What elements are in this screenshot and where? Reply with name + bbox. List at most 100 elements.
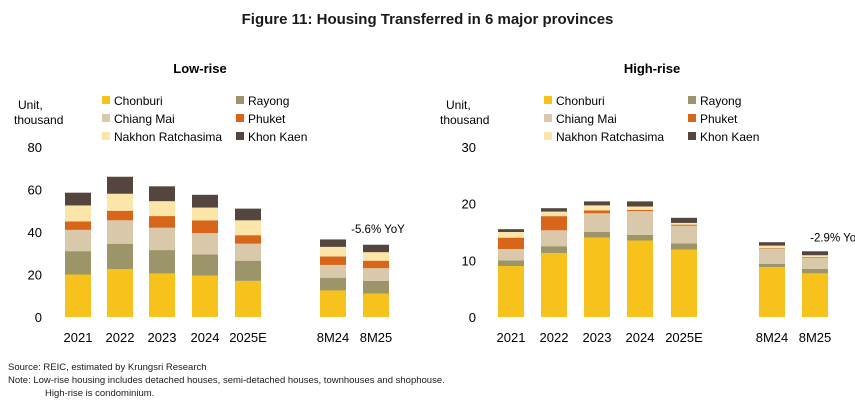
high-rise-legend-swatch-phuket [688, 114, 696, 122]
high-rise-bar-2022-nakhon-ratchasima [541, 211, 567, 217]
high-rise-yoy-annotation: -2.9% YoY [810, 232, 855, 244]
high-rise-bar-2025e-chiang-mai [671, 225, 697, 244]
low-rise-bar-2022-phuket [107, 210, 133, 221]
high-rise-bar-2025e-nakhon-ratchasima [671, 222, 697, 225]
low-rise-bar-8m25-rayong [363, 280, 389, 294]
high-rise-bar-2023-chonburi [584, 237, 610, 317]
low-rise-bar-2024-chonburi [192, 275, 218, 317]
low-rise-bar-2025e-rayong [235, 260, 261, 281]
low-rise-bar-2022-khon-kaen [107, 176, 133, 194]
high-rise-y-tick-10: 10 [462, 253, 476, 268]
low-rise-x-tick-8m25: 8M25 [360, 330, 393, 345]
low-rise-bar-2021-khon-kaen [65, 192, 91, 206]
low-rise-bar-2023-chiang-mai [149, 227, 175, 251]
high-rise-bar-8m25-khon-kaen [802, 251, 828, 256]
high-rise-bar-8m24-nakhon-ratchasima [759, 245, 785, 248]
low-rise-yoy-annotation: -5.6% YoY [351, 224, 405, 236]
high-rise-legend-swatch-nakhon-ratchasima [544, 132, 552, 140]
low-rise-bar-8m24-nakhon-ratchasima [320, 246, 346, 257]
low-rise-y-axis-label: Unit, thousand [14, 98, 63, 127]
low-rise-legend-swatch-phuket [236, 114, 244, 122]
high-rise-x-tick-2024: 2024 [626, 330, 655, 345]
high-rise-legend-swatch-chiang-mai [544, 114, 552, 122]
low-rise-x-tick-2023: 2023 [148, 330, 177, 345]
high-rise-bar-2023-rayong [584, 232, 610, 238]
low-rise-bar-2021-chiang-mai [65, 229, 91, 252]
high-rise-y-tick-0: 0 [469, 310, 476, 325]
note-line-2: High-rise is condominium. [45, 388, 155, 399]
high-rise-bar-2023-chiang-mai [584, 213, 610, 232]
high-rise-bar-2024-chiang-mai [627, 211, 653, 235]
low-rise-bar-2022-nakhon-ratchasima [107, 193, 133, 211]
high-rise-bar-2024-khon-kaen [627, 201, 653, 207]
figure-title: Figure 11: Housing Transferred in 6 majo… [241, 11, 614, 28]
low-rise-bar-2025e-nakhon-ratchasima [235, 220, 261, 236]
low-rise-legend-swatch-chiang-mai [102, 114, 110, 122]
high-rise-bar-8m24-khon-kaen [759, 242, 785, 246]
high-rise-bar-2023-nakhon-ratchasima [584, 205, 610, 211]
high-rise-x-tick-2023: 2023 [583, 330, 612, 345]
high-rise-bar-2021-phuket [498, 237, 524, 249]
high-rise-legend-swatch-chonburi [544, 96, 552, 104]
low-rise-x-tick-2025e: 2025E [229, 330, 267, 345]
low-rise-bar-2023-rayong [149, 250, 175, 274]
high-rise-bar-8m24-phuket [759, 247, 785, 249]
low-rise-x-tick-8m24: 8M24 [317, 330, 350, 345]
low-rise-legend-chiang-mai: Chiang Mai [114, 112, 175, 126]
high-rise-y-tick-20: 20 [462, 197, 476, 212]
high-rise-legend-khon-kaen: Khon Kaen [700, 130, 759, 144]
low-rise-bar-8m24-phuket [320, 256, 346, 265]
low-rise-legend-swatch-nakhon-ratchasima [102, 132, 110, 140]
high-rise-y-tick-30: 30 [462, 140, 476, 155]
high-rise-bar-8m25-rayong [802, 268, 828, 274]
high-rise-bar-2023-khon-kaen [584, 201, 610, 206]
high-rise-bar-8m25-chonburi [802, 273, 828, 317]
low-rise-y-tick-20: 20 [28, 268, 42, 283]
high-rise-bar-2023-phuket [584, 210, 610, 214]
low-rise-legend-swatch-khon-kaen [236, 132, 244, 140]
high-rise-bar-2022-rayong [541, 246, 567, 253]
low-rise-legend-rayong: Rayong [248, 94, 289, 108]
low-rise-bar-2025e-khon-kaen [235, 208, 261, 221]
high-rise-bar-2021-nakhon-ratchasima [498, 232, 524, 238]
high-rise-bar-2022-phuket [541, 216, 567, 231]
low-rise-bar-2023-khon-kaen [149, 186, 175, 202]
low-rise-bar-8m24-khon-kaen [320, 239, 346, 247]
high-rise-bar-2021-chiang-mai [498, 249, 524, 261]
high-rise-bar-2024-chonburi [627, 240, 653, 317]
low-rise-y-tick-60: 60 [28, 183, 42, 198]
high-rise-bar-2025e-khon-kaen [671, 217, 697, 223]
high-rise-bar-2024-rayong [627, 234, 653, 241]
low-rise-x-tick-2024: 2024 [191, 330, 220, 345]
low-rise-bar-8m25-khon-kaen [363, 244, 389, 253]
low-rise-bar-2022-chonburi [107, 269, 133, 317]
high-rise-bar-8m25-nakhon-ratchasima [802, 255, 828, 257]
low-rise-bar-8m25-chiang-mai [363, 268, 389, 281]
low-rise-bar-8m24-chiang-mai [320, 264, 346, 278]
low-rise-bar-2021-nakhon-ratchasima [65, 205, 91, 222]
low-rise-bar-2024-phuket [192, 220, 218, 234]
low-rise-bar-2024-chiang-mai [192, 233, 218, 255]
low-rise-bar-2024-rayong [192, 254, 218, 276]
low-rise-bar-2025e-phuket [235, 235, 261, 244]
high-rise-x-tick-2021: 2021 [497, 330, 526, 345]
low-rise-y-tick-0: 0 [35, 310, 42, 325]
low-rise-x-tick-2022: 2022 [106, 330, 135, 345]
high-rise-bar-2021-rayong [498, 260, 524, 266]
low-rise-legend-khon-kaen: Khon Kaen [248, 130, 307, 144]
low-rise-legend-swatch-rayong [236, 96, 244, 104]
figure-notes: Source: REIC, estimated by Krungsri Rese… [8, 361, 445, 400]
low-rise-legend-nakhon-ratchasima: Nakhon Ratchasima [114, 130, 222, 144]
high-rise-bar-2022-chonburi [541, 252, 567, 317]
low-rise-bar-2025e-chiang-mai [235, 243, 261, 261]
high-rise-legend-rayong: Rayong [700, 94, 741, 108]
high-rise-y-axis-label: Unit, thousand [440, 98, 489, 127]
source-note: Source: REIC, estimated by Krungsri Rese… [8, 362, 207, 373]
high-rise-x-tick-8m25: 8M25 [799, 330, 832, 345]
high-rise-legend-swatch-khon-kaen [688, 132, 696, 140]
low-rise-chart: Low-rise Unit, thousand 0 20 40 60 80 Chonburi Ra… [14, 61, 405, 345]
high-rise-bar-2025e-phuket [671, 224, 697, 226]
high-rise-bar-8m24-rayong [759, 263, 785, 268]
low-rise-bar-2025e-chonburi [235, 280, 261, 317]
low-rise-bar-2023-phuket [149, 216, 175, 228]
